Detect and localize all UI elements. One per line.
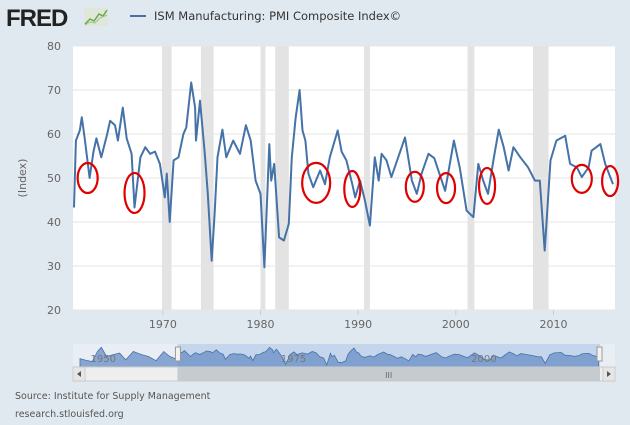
y-tick-label: 50 xyxy=(47,172,61,185)
y-tick-label: 30 xyxy=(47,260,61,273)
navigator-series xyxy=(79,346,599,368)
chart-legend[interactable]: ISM Manufacturing: PMI Composite Index© xyxy=(130,9,401,23)
annotation-ellipse xyxy=(477,166,497,206)
annotation-ellipse xyxy=(601,164,620,198)
arrow-left-icon xyxy=(77,371,81,377)
y-tick-label: 40 xyxy=(47,216,61,229)
annotation-ellipse xyxy=(343,169,362,209)
navigator-handle-left[interactable] xyxy=(174,346,181,362)
legend-swatch xyxy=(130,15,146,17)
scroll-left-button[interactable] xyxy=(72,366,86,382)
annotation-ellipse xyxy=(301,161,332,204)
x-tick-label: 2000 xyxy=(442,318,470,331)
scrollbar-thumb[interactable] xyxy=(177,367,600,381)
chart-logo-icon xyxy=(84,8,108,26)
fred-logo[interactable]: FRED xyxy=(6,5,68,33)
annotation-ellipse xyxy=(123,171,146,215)
navigator-tick-label: 1950 xyxy=(91,354,116,365)
x-tick-label: 1990 xyxy=(344,318,372,331)
x-tick-label: 1970 xyxy=(149,318,177,331)
navigator-tick-label: 1975 xyxy=(281,354,306,365)
chart-area: 20 30 40 50 60 70 80 1970 1980 1990 2000 2010 (Ind… xyxy=(16,40,620,382)
series-line xyxy=(73,81,614,269)
annotation-ellipse xyxy=(570,163,593,194)
scrollbar-grip-icon: III xyxy=(385,371,392,380)
legend-label: ISM Manufacturing: PMI Composite Index© xyxy=(154,9,402,23)
navigator-handle-right[interactable] xyxy=(596,346,603,362)
annotation-ellipse xyxy=(76,161,99,195)
site-link[interactable]: research.stlouisfed.org xyxy=(15,409,124,420)
x-tick-label: 2010 xyxy=(539,318,567,331)
navigator-tick-label: 2000 xyxy=(471,354,496,365)
annotation-ellipse xyxy=(435,172,457,205)
logo-text: FRED xyxy=(6,5,68,32)
x-tick-label: 1980 xyxy=(247,318,275,331)
y-tick-label: 20 xyxy=(47,304,61,317)
y-tick-label: 60 xyxy=(47,128,61,141)
y-tick-label: 80 xyxy=(47,40,61,53)
arrow-right-icon xyxy=(607,371,611,377)
y-axis-label: (Index) xyxy=(16,159,29,198)
y-tick-label: 70 xyxy=(47,84,61,97)
source-note: Source: Institute for Supply Management xyxy=(15,391,211,402)
scroll-right-button[interactable] xyxy=(602,366,616,382)
annotation-ellipse xyxy=(404,170,425,203)
